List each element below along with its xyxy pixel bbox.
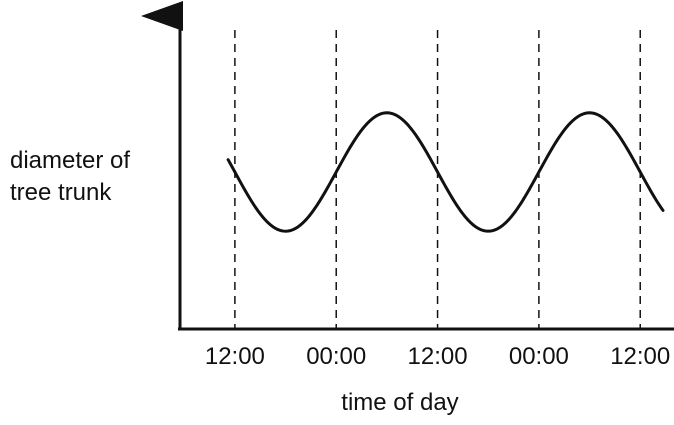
x-tick-labels: 12:00 00:00 12:00 00:00 12:00 — [205, 343, 670, 370]
x-tick-label-5: 12:00 — [610, 343, 670, 370]
series-line-tree-trunk-diameter — [226, 111, 665, 233]
y-axis-label: diameter of tree trunk — [10, 145, 170, 209]
y-axis-label-line-1: diameter of — [10, 147, 131, 174]
axes — [141, 1, 674, 331]
x-tick-label-3: 12:00 — [408, 343, 468, 370]
y-axis-label-line-2: tree trunk — [10, 179, 112, 206]
gridlines — [234, 30, 641, 329]
series-layer — [226, 111, 665, 233]
x-tick-label-4: 00:00 — [509, 343, 569, 370]
x-tick-label-1: 12:00 — [205, 343, 265, 370]
x-axis-label: time of day — [341, 389, 459, 416]
x-tick-label-2: 00:00 — [306, 343, 366, 370]
